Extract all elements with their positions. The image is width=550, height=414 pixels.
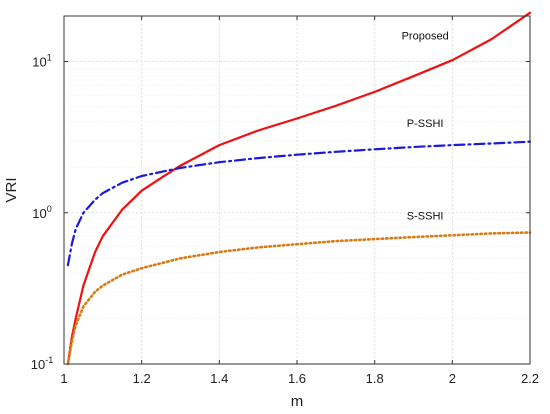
annotation-p-sshi: P-SSHI (407, 118, 444, 130)
y-tick-label: 10-1 (31, 355, 53, 372)
y-tick-label: 100 (32, 204, 51, 221)
x-tick-label: 1 (60, 371, 67, 386)
x-tick-label: 1.8 (366, 371, 384, 386)
grid (63, 15, 531, 365)
x-tick-label: 1.2 (133, 371, 151, 386)
y-tick-label: 101 (32, 53, 51, 70)
y-axis-label: VRI (3, 177, 20, 202)
series-line-s-sshi (66, 231, 532, 366)
x-tick-label: 2.2 (521, 371, 539, 386)
x-tick-label: 2 (449, 371, 456, 386)
series-layer (66, 11, 532, 366)
annotations: Proposed P-SSHI S-SSHI (402, 30, 449, 222)
x-axis-label: m (291, 393, 304, 410)
series-line-proposed (66, 11, 532, 366)
x-tick-label: 1.4 (210, 371, 228, 386)
annotation-s-sshi: S-SSHI (407, 211, 444, 223)
series-line-p-sshi (66, 140, 532, 267)
annotation-proposed: Proposed (402, 30, 449, 42)
x-tick-label: 1.6 (288, 371, 306, 386)
axis-ticks: 1 1.2 1.4 1.6 1.8 2 2.2 10-1 100 101 (31, 16, 539, 386)
